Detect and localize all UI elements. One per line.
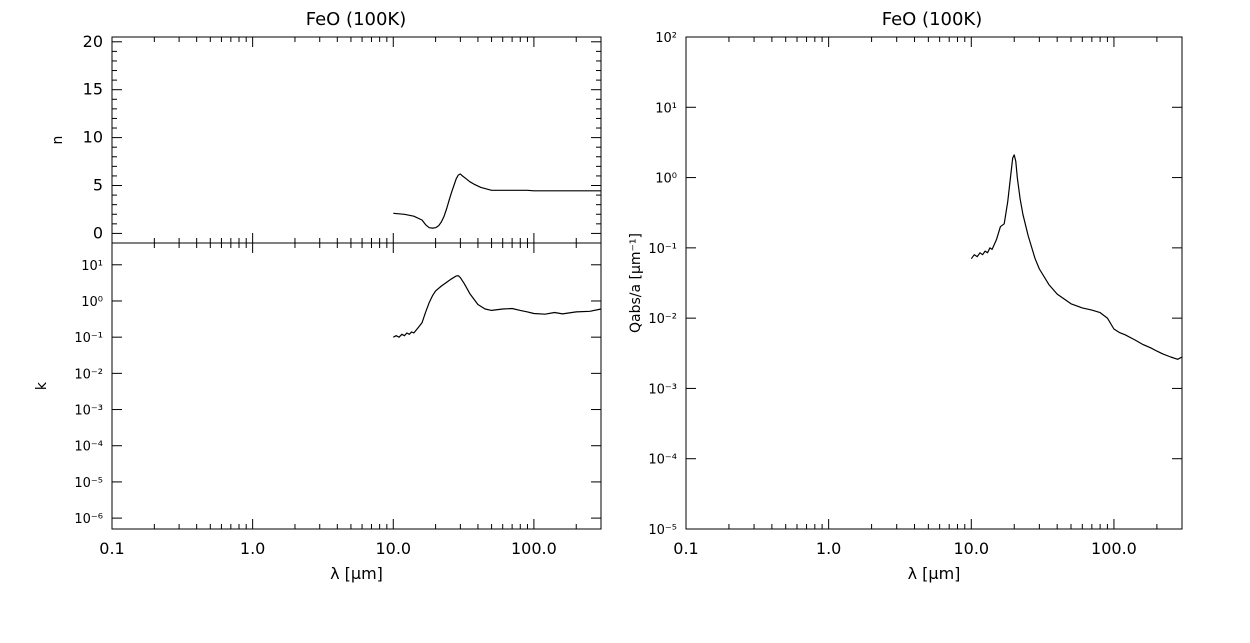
y-tick-label: 10⁻¹ xyxy=(74,331,103,346)
y-tick-label: 10⁻² xyxy=(74,367,103,382)
chart-title: FeO (100K) xyxy=(306,9,407,30)
y-tick-label: 5 xyxy=(93,176,103,195)
x-axis-label: λ [μm] xyxy=(908,564,961,583)
qabs-panel: 0.1 1.0 10.0 100.0 10⁻⁵ 10⁻⁴ 10⁻³ 10⁻² 10⁻¹ 10⁰ 10… xyxy=(628,9,1183,583)
x-tick-label: 1.0 xyxy=(240,539,265,558)
y-tick-label: 10⁻⁶ xyxy=(74,512,103,527)
y-axis-label: n xyxy=(50,136,66,145)
y-tick-label: 10 xyxy=(83,128,103,147)
x-tick-label: 100.0 xyxy=(1091,539,1137,558)
y-tick-label: 10⁻² xyxy=(648,312,677,327)
series-line xyxy=(393,173,601,229)
y-axis-label: Qabs/a [μm⁻¹] xyxy=(628,233,644,333)
y-tick-label: 10⁻⁵ xyxy=(74,476,103,491)
y-tick-label: 10⁰ xyxy=(81,295,103,310)
series-line xyxy=(970,154,1183,360)
y-tick-label: 10⁰ xyxy=(655,172,677,187)
y-tick-label: 20 xyxy=(83,32,103,51)
y-tick-label: 10⁻⁴ xyxy=(648,453,677,468)
y-tick-label: 10⁻¹ xyxy=(648,242,677,257)
x-tick-label: 0.1 xyxy=(99,539,124,558)
y-tick-label: 10⁻³ xyxy=(74,404,103,419)
y-tick-label: 10⁻⁴ xyxy=(74,440,103,455)
y-tick-label: 10² xyxy=(655,31,677,46)
y-tick-label: 10⁻⁵ xyxy=(648,523,677,538)
y-tick-label: 10¹ xyxy=(81,259,103,274)
plot-frame xyxy=(111,242,602,530)
x-tick-label: 10.0 xyxy=(953,539,989,558)
x-tick-label: 0.1 xyxy=(673,539,698,558)
y-axis-label: k xyxy=(34,381,50,390)
plot-frame xyxy=(111,36,602,244)
n-panel: 0 5 10 15 20 FeO (100K) n xyxy=(50,9,602,244)
y-tick-label: 10⁻³ xyxy=(648,382,677,397)
x-tick-label: 1.0 xyxy=(816,539,841,558)
series-line xyxy=(393,275,602,338)
x-tick-label: 10.0 xyxy=(375,539,411,558)
k-panel: 0.1 1.0 10.0 100.0 10⁻⁶ 10⁻⁵ 10⁻⁴ 10⁻³ 10⁻² 10⁻¹ 1… xyxy=(34,242,602,583)
y-tick-label: 10¹ xyxy=(655,101,677,116)
x-axis-label: λ [μm] xyxy=(330,564,383,583)
y-tick-label: 0 xyxy=(93,223,103,242)
plot-frame xyxy=(685,36,1183,530)
x-tick-label: 100.0 xyxy=(511,539,557,558)
chart-title: FeO (100K) xyxy=(882,9,983,30)
y-tick-label: 15 xyxy=(83,80,103,99)
